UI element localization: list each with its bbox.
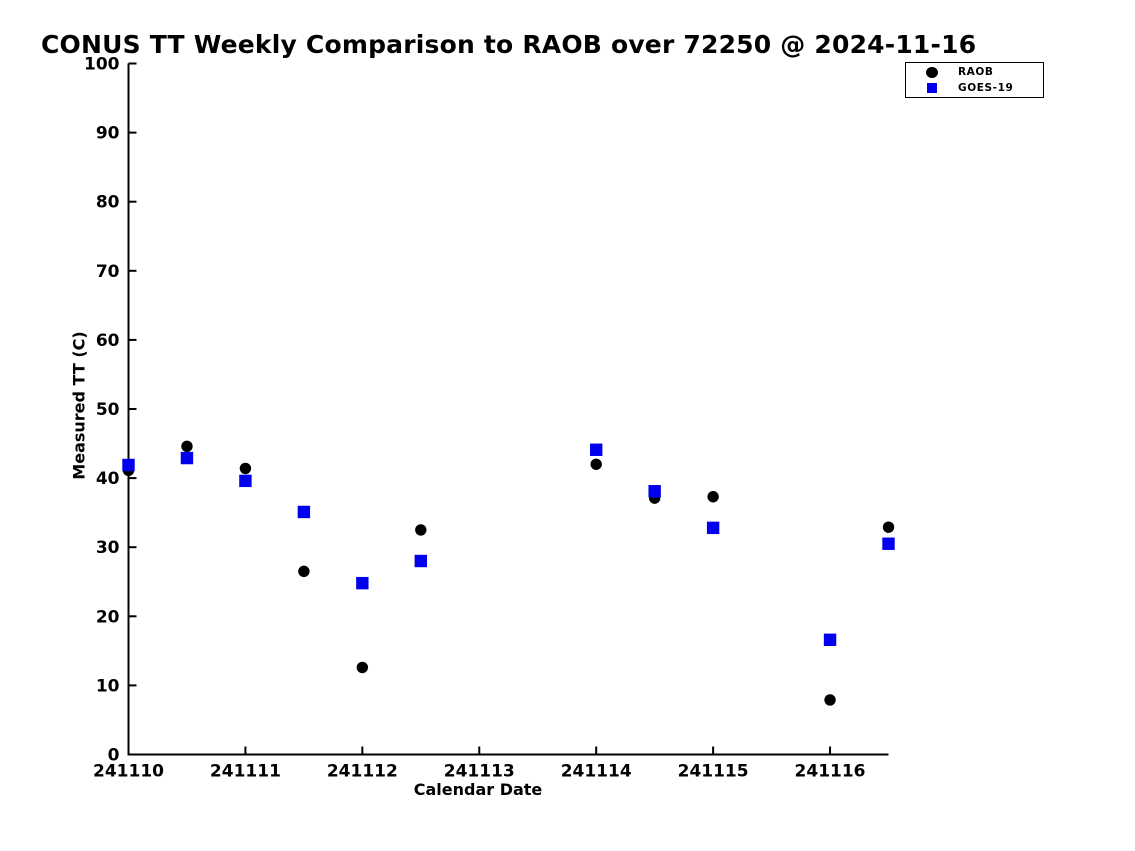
x-tick-label: 241114	[561, 762, 632, 782]
data-point-goes-19	[823, 633, 837, 646]
data-point-goes-19	[356, 576, 369, 590]
y-tick-label: 40	[96, 469, 120, 489]
x-tick-label: 241115	[678, 762, 749, 782]
y-tick-label: 20	[96, 607, 120, 627]
y-tick-label: 60	[96, 331, 120, 351]
data-point-raob	[415, 524, 427, 536]
chart-title: CONUS TT Weekly Comparison to RAOB over …	[41, 30, 977, 59]
x-tick-label: 241112	[327, 762, 398, 782]
data-point-raob	[356, 661, 369, 674]
goes19-square-marker-icon	[927, 83, 937, 93]
y-tick-label: 80	[96, 193, 120, 213]
data-point-goes-19	[239, 474, 252, 488]
x-tick-label: 241113	[444, 762, 515, 782]
data-point-raob	[824, 694, 836, 706]
data-point-goes-19	[122, 458, 135, 472]
x-tick-label: 241116	[795, 762, 866, 782]
legend-label-goes19: GOES-19	[958, 82, 1014, 94]
y-tick-label: 30	[96, 538, 120, 558]
raob-circle-marker-icon	[926, 66, 938, 78]
y-tick-label: 50	[96, 400, 120, 420]
data-point-raob	[590, 458, 602, 470]
data-point-goes-19	[180, 451, 194, 465]
data-point-goes-19	[297, 505, 311, 519]
data-point-raob	[882, 521, 895, 533]
legend-label-raob: RAOB	[958, 66, 994, 78]
x-axis-title: Calendar Date	[413, 779, 543, 799]
y-tick-label: 0	[108, 746, 120, 766]
x-tick-label: 241110	[93, 762, 164, 782]
legend-item-raob: RAOB	[906, 65, 1043, 79]
y-tick-label: 90	[96, 124, 120, 144]
data-point-raob	[239, 462, 252, 475]
y-tick-label: 100	[84, 55, 120, 75]
legend-item-goes19: GOES-19	[906, 81, 1043, 95]
data-point-raob	[707, 491, 719, 503]
data-point-goes-19	[648, 485, 661, 498]
legend-marker-cell	[906, 66, 958, 78]
y-tick-label: 10	[96, 676, 120, 696]
data-point-goes-19	[706, 521, 720, 535]
data-point-raob	[298, 565, 310, 578]
data-point-goes-19	[414, 554, 428, 568]
x-tick-label: 241111	[210, 762, 281, 782]
legend: RAOB GOES-19	[905, 62, 1044, 98]
legend-marker-cell	[906, 83, 958, 93]
data-point-goes-19	[589, 443, 603, 456]
data-point-goes-19	[882, 537, 895, 550]
data-point-raob	[181, 440, 193, 453]
y-tick-label: 70	[96, 262, 120, 282]
